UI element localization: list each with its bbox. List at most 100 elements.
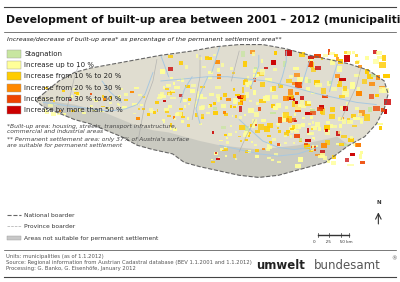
Bar bbox=[305, 77, 308, 83]
Bar bbox=[242, 94, 244, 98]
Bar bbox=[252, 122, 255, 128]
Bar bbox=[184, 105, 186, 108]
Bar bbox=[312, 136, 315, 139]
Bar bbox=[330, 107, 335, 112]
Bar bbox=[272, 95, 278, 99]
Bar bbox=[63, 113, 66, 115]
Bar bbox=[264, 67, 268, 69]
Text: ** Permanent settlement area: only 37% of Austria’s surface
are suitable for per: ** Permanent settlement area: only 37% o… bbox=[7, 138, 189, 148]
Bar bbox=[368, 107, 372, 112]
Bar bbox=[62, 90, 66, 92]
Bar bbox=[153, 111, 156, 114]
Bar bbox=[213, 107, 218, 110]
Bar bbox=[338, 81, 342, 87]
Bar bbox=[325, 132, 330, 135]
Bar bbox=[216, 158, 220, 160]
Text: ®: ® bbox=[391, 256, 397, 261]
Bar bbox=[7, 84, 21, 92]
Bar bbox=[294, 130, 299, 133]
Bar bbox=[335, 74, 340, 78]
Bar bbox=[161, 95, 166, 98]
Bar bbox=[291, 131, 293, 133]
Text: umwelt: umwelt bbox=[256, 259, 305, 272]
Bar bbox=[197, 94, 203, 99]
Bar bbox=[246, 134, 250, 137]
Bar bbox=[263, 96, 269, 101]
Text: 0        25       50 km: 0 25 50 km bbox=[314, 240, 353, 244]
Bar bbox=[118, 104, 120, 106]
Bar bbox=[284, 142, 287, 144]
Bar bbox=[117, 103, 119, 105]
Bar bbox=[308, 61, 313, 67]
Bar bbox=[226, 98, 231, 101]
Bar bbox=[310, 62, 314, 68]
Bar bbox=[375, 94, 379, 97]
Bar bbox=[220, 63, 224, 67]
Bar bbox=[331, 87, 337, 91]
Bar bbox=[225, 155, 227, 157]
Bar bbox=[237, 95, 243, 99]
Bar bbox=[314, 54, 320, 58]
Bar bbox=[299, 138, 302, 142]
Bar bbox=[347, 120, 353, 124]
Bar bbox=[315, 66, 321, 70]
Bar bbox=[376, 75, 380, 80]
Bar bbox=[191, 83, 196, 87]
Bar bbox=[233, 106, 236, 108]
Text: Development of built-up area between 2001 – 2012 (municipalities): Development of built-up area between 200… bbox=[6, 15, 400, 25]
Bar bbox=[305, 112, 312, 115]
Bar bbox=[74, 92, 78, 94]
Text: Stagnation: Stagnation bbox=[24, 50, 62, 57]
Bar bbox=[253, 90, 256, 95]
Bar bbox=[168, 67, 173, 71]
Text: *Built-up area: housing, streets, transport infrastructure,
commercial and indus: *Built-up area: housing, streets, transp… bbox=[7, 124, 176, 135]
Bar bbox=[307, 79, 311, 83]
Text: Increase from 10 % to 20 %: Increase from 10 % to 20 % bbox=[24, 73, 122, 79]
Bar bbox=[226, 137, 228, 140]
Bar bbox=[338, 66, 342, 72]
Bar bbox=[308, 133, 312, 135]
Bar bbox=[382, 89, 388, 92]
Bar bbox=[272, 138, 276, 141]
Bar bbox=[212, 111, 218, 114]
Bar bbox=[166, 84, 172, 87]
Bar bbox=[283, 61, 286, 67]
Bar bbox=[208, 76, 212, 79]
Bar bbox=[240, 100, 243, 105]
Bar bbox=[311, 146, 316, 151]
Bar bbox=[254, 144, 257, 146]
Bar bbox=[318, 127, 320, 131]
Bar bbox=[238, 102, 242, 105]
Bar bbox=[170, 77, 173, 79]
Bar bbox=[7, 61, 21, 69]
Bar bbox=[277, 123, 280, 126]
Bar bbox=[276, 103, 281, 107]
Bar bbox=[142, 96, 145, 98]
Bar bbox=[351, 114, 356, 118]
Bar bbox=[256, 155, 259, 158]
Bar bbox=[240, 125, 246, 130]
Bar bbox=[246, 85, 249, 87]
Bar bbox=[48, 104, 53, 107]
Bar bbox=[339, 78, 346, 81]
Bar bbox=[220, 97, 222, 100]
Bar bbox=[294, 113, 296, 116]
Bar bbox=[324, 140, 330, 145]
Bar bbox=[254, 112, 259, 117]
Polygon shape bbox=[35, 45, 388, 177]
Bar bbox=[329, 114, 334, 119]
Bar bbox=[221, 104, 226, 108]
Bar bbox=[217, 97, 220, 102]
Bar bbox=[230, 67, 233, 70]
Bar bbox=[243, 133, 248, 137]
Bar bbox=[324, 125, 330, 130]
Bar bbox=[384, 99, 391, 105]
Bar bbox=[138, 94, 142, 96]
Bar bbox=[218, 157, 220, 159]
Bar bbox=[311, 128, 314, 130]
Bar bbox=[264, 126, 270, 132]
Bar bbox=[168, 105, 172, 108]
Bar bbox=[173, 128, 177, 131]
Text: Increase by more than 50 %: Increase by more than 50 % bbox=[24, 107, 123, 113]
Bar bbox=[162, 119, 165, 121]
